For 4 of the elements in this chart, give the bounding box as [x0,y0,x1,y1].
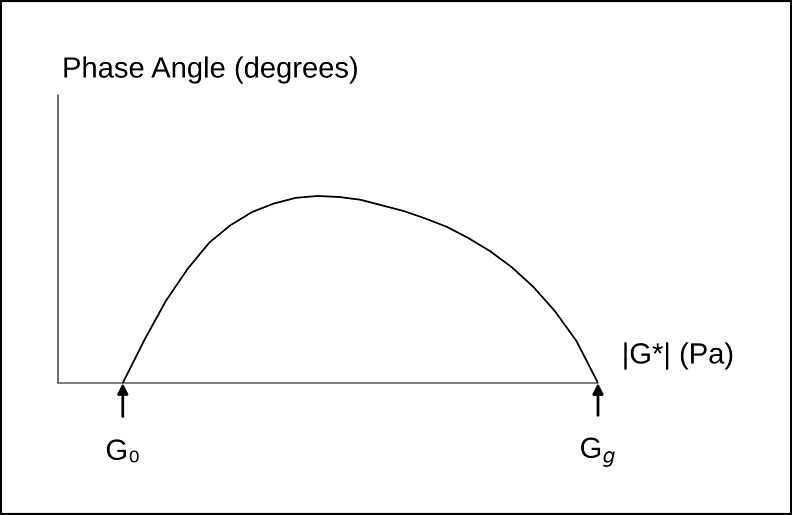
y-axis-title: Phase Angle (degrees) [64,56,357,84]
text: G$_{g}$ [581,437,615,467]
x-axis-title: |G*| (Pa) [624,342,732,370]
text: G₀ [106,439,139,462]
